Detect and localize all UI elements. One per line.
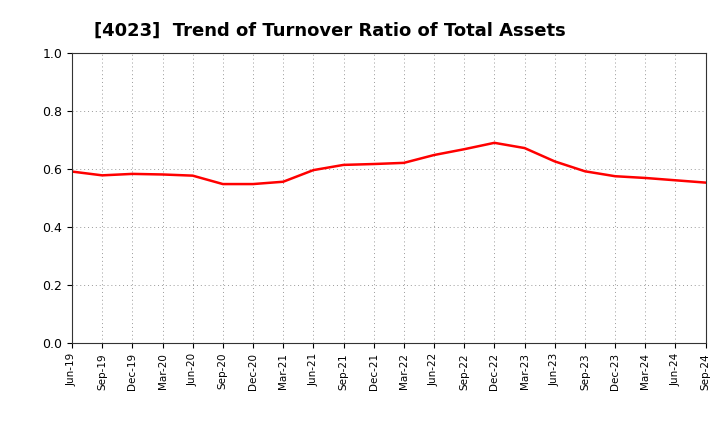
Text: [4023]  Trend of Turnover Ratio of Total Assets: [4023] Trend of Turnover Ratio of Total … <box>94 22 565 40</box>
